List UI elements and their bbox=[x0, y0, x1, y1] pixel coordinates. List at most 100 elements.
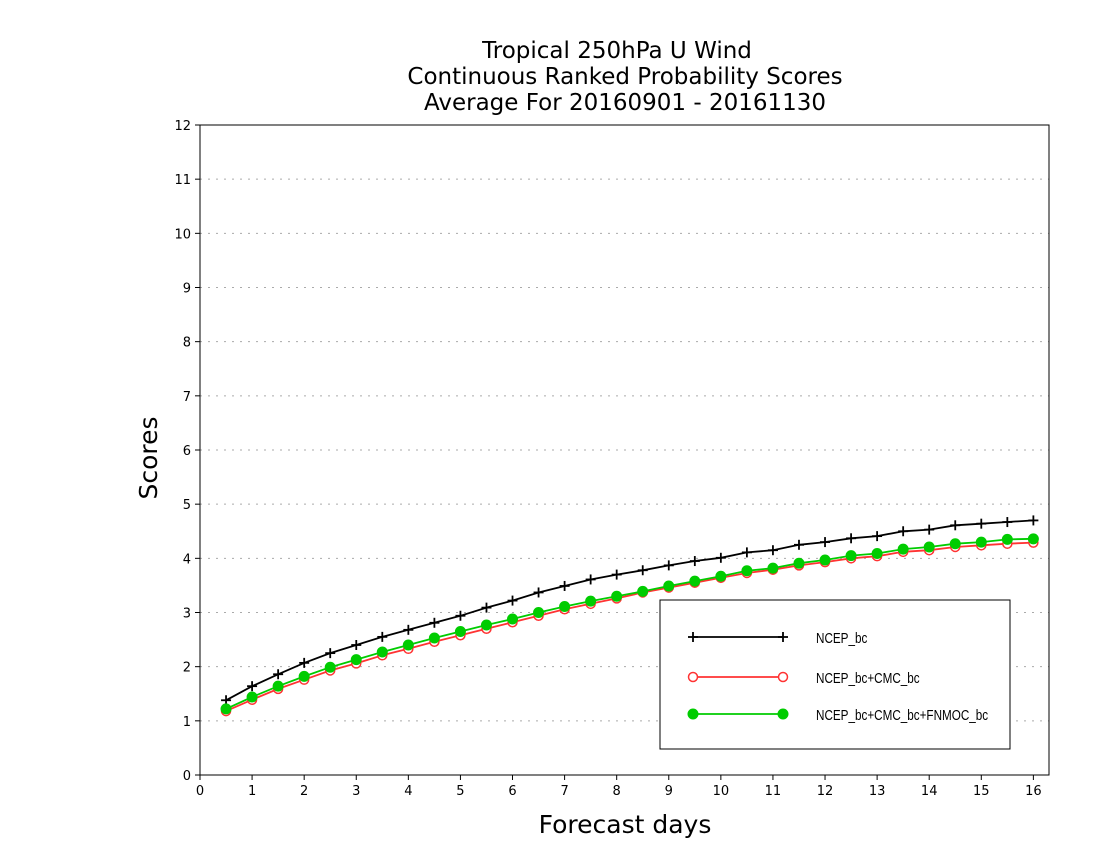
data-point bbox=[976, 518, 987, 529]
data-point bbox=[559, 580, 570, 591]
y-tick-label: 7 bbox=[183, 390, 191, 405]
legend: NCEP_bc NCEP_bc+CMC_bc NCEP_bc+CMC_bc+FNMO… bbox=[659, 599, 1011, 750]
legend-marker bbox=[777, 708, 789, 720]
y-tick-label: 3 bbox=[183, 607, 191, 622]
legend-marker bbox=[687, 671, 699, 683]
series-layer bbox=[220, 515, 1039, 717]
data-point bbox=[324, 661, 336, 673]
x-tick-label: 15 bbox=[973, 784, 990, 799]
x-tick-label: 1 bbox=[248, 784, 256, 799]
data-point bbox=[923, 541, 935, 553]
y-tick-label: 0 bbox=[183, 769, 191, 784]
data-point bbox=[924, 524, 935, 535]
chart-title-line-1: Tropical 250hPa U Wind bbox=[481, 38, 752, 64]
data-point bbox=[689, 556, 700, 567]
data-point bbox=[376, 646, 388, 658]
legend-item-1: NCEP_bc+CMC_bc bbox=[687, 670, 920, 686]
y-axis-label: Scores bbox=[134, 416, 163, 499]
data-point bbox=[820, 537, 831, 548]
data-point bbox=[299, 657, 310, 668]
y-tick-label: 10 bbox=[174, 227, 191, 242]
data-point bbox=[663, 560, 674, 571]
legend-marker bbox=[688, 632, 698, 642]
x-tick-label: 16 bbox=[1025, 784, 1042, 799]
x-tick-label: 0 bbox=[196, 784, 204, 799]
y-tick-label: 11 bbox=[174, 173, 191, 188]
data-point bbox=[350, 654, 362, 666]
data-point bbox=[845, 550, 857, 562]
legend-marker bbox=[778, 632, 788, 642]
data-point bbox=[507, 613, 519, 625]
data-point bbox=[767, 562, 779, 574]
legend-item-0: NCEP_bc bbox=[688, 630, 868, 647]
data-point bbox=[220, 703, 232, 715]
x-tick-label: 3 bbox=[352, 784, 360, 799]
data-point bbox=[872, 531, 883, 542]
data-point bbox=[898, 526, 909, 537]
data-point bbox=[975, 536, 987, 548]
data-point bbox=[897, 543, 909, 555]
data-point bbox=[298, 670, 310, 682]
y-tick-label: 12 bbox=[174, 119, 191, 134]
data-point bbox=[377, 631, 388, 642]
data-point bbox=[507, 595, 518, 606]
data-point bbox=[585, 595, 597, 607]
x-tick-label: 13 bbox=[869, 784, 886, 799]
legend-label: NCEP_bc+CMC_bc+FNMOC_bc bbox=[816, 707, 988, 724]
x-tick-label: 2 bbox=[300, 784, 308, 799]
data-point bbox=[585, 574, 596, 585]
data-point bbox=[246, 691, 258, 703]
legend-marker bbox=[777, 671, 789, 683]
data-point bbox=[1001, 533, 1013, 545]
data-point bbox=[247, 681, 258, 692]
y-tick-label: 9 bbox=[183, 282, 191, 297]
legend-items: NCEP_bc NCEP_bc+CMC_bc NCEP_bc+CMC_bc+FNMO… bbox=[687, 630, 988, 724]
data-point bbox=[741, 547, 752, 558]
x-tick-label: 10 bbox=[713, 784, 730, 799]
data-point bbox=[846, 533, 857, 544]
x-axis-label: Forecast days bbox=[539, 810, 712, 839]
data-point bbox=[637, 585, 649, 597]
chart-title-line-3: Average For 20160901 - 20161130 bbox=[424, 90, 826, 116]
x-tick-label: 6 bbox=[508, 784, 516, 799]
data-point bbox=[428, 632, 440, 644]
x-tick-label: 8 bbox=[613, 784, 621, 799]
x-tick-label: 14 bbox=[921, 784, 938, 799]
series-0 bbox=[221, 515, 1039, 706]
data-point bbox=[273, 669, 284, 680]
data-point bbox=[611, 590, 623, 602]
x-tick-label: 4 bbox=[404, 784, 412, 799]
legend-box bbox=[659, 599, 1011, 750]
chart-title-line-2: Continuous Ranked Probability Scores bbox=[407, 64, 842, 90]
legend-label: NCEP_bc bbox=[816, 630, 868, 647]
data-point bbox=[950, 520, 961, 531]
data-point bbox=[767, 545, 778, 556]
x-tick-label: 7 bbox=[560, 784, 568, 799]
data-point bbox=[1028, 515, 1039, 526]
data-point bbox=[454, 625, 466, 637]
data-point bbox=[481, 602, 492, 613]
data-point bbox=[793, 539, 804, 550]
x-tick-label: 11 bbox=[765, 784, 782, 799]
legend-marker bbox=[687, 708, 699, 720]
data-point bbox=[663, 580, 675, 592]
data-point bbox=[819, 554, 831, 566]
x-tick-label: 12 bbox=[817, 784, 834, 799]
data-point bbox=[480, 619, 492, 631]
data-point bbox=[871, 547, 883, 559]
data-point bbox=[689, 575, 701, 587]
data-point bbox=[949, 538, 961, 550]
data-point bbox=[351, 640, 362, 650]
data-point bbox=[533, 607, 545, 618]
data-point bbox=[272, 680, 284, 692]
x-tick-label: 9 bbox=[665, 784, 673, 799]
data-point bbox=[429, 617, 440, 628]
data-point bbox=[402, 639, 414, 651]
data-point bbox=[403, 624, 414, 635]
data-point bbox=[1027, 533, 1039, 545]
data-point bbox=[1002, 517, 1013, 528]
data-point bbox=[715, 570, 727, 582]
x-tick-label: 5 bbox=[456, 784, 464, 799]
